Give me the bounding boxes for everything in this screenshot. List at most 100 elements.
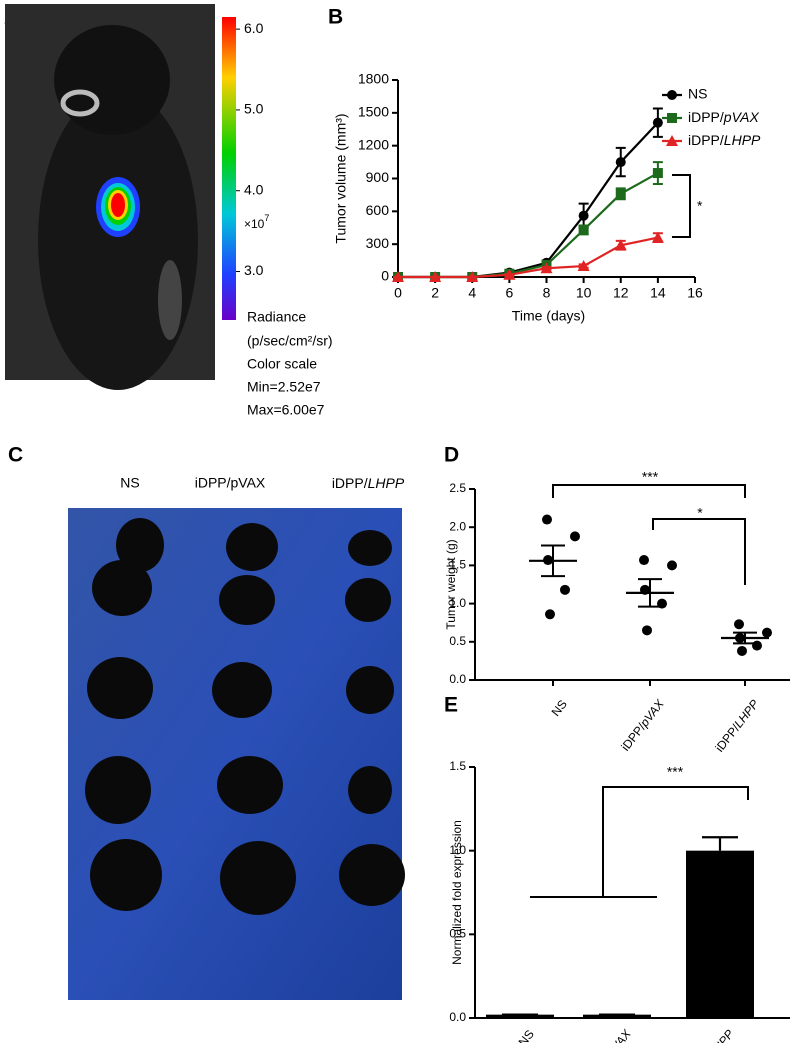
x-tick-label: 4 (468, 285, 476, 301)
legend-text: Radiance (247, 309, 306, 325)
colorbar-tick-label: 6.0 (244, 20, 264, 36)
data-point (667, 560, 677, 571)
x-tick-label: 2 (431, 285, 439, 301)
y-tick-label: 600 (366, 202, 390, 218)
colorbar (222, 17, 236, 320)
marker (578, 224, 589, 235)
error-bar (541, 544, 565, 578)
annotation: * (697, 198, 703, 214)
y-tick-label: 1200 (358, 136, 389, 152)
x-tick-label: iDPP/pVAX (585, 1026, 634, 1043)
bioluminescence-image (5, 4, 215, 390)
y-axis-label: Tumor volume (mm³) (333, 113, 349, 243)
y-tick-label: 300 (366, 235, 390, 251)
marker (540, 262, 553, 274)
panel-label: E (444, 694, 458, 717)
bar (583, 1014, 651, 1018)
y-axis-label: Normalized fold expression (450, 820, 464, 965)
y-tick-label: 2.0 (449, 519, 466, 533)
marker (429, 271, 442, 282)
legend-label: iDPP/pVAX (688, 109, 759, 125)
y-tick-label: 1.5 (449, 558, 466, 572)
column-label: iDPP/LHPP (332, 475, 405, 491)
x-tick-label: 10 (576, 285, 592, 301)
colorbar-tick-label: 5.0 (244, 101, 264, 117)
marker (667, 90, 677, 100)
exponent: 7 (264, 213, 269, 223)
significance-bracket (552, 484, 746, 498)
x-tick-label: 6 (505, 285, 513, 301)
y-tick-label: 2.5 (449, 481, 466, 495)
marker (392, 271, 404, 282)
marker (466, 271, 479, 282)
tumor-photo (68, 508, 405, 1000)
marker (666, 135, 678, 146)
legend-text: (p/sec/cm²/sr) (247, 333, 333, 349)
x-tick-label: NS (549, 697, 570, 719)
legend-text: Min=2.52e7 (247, 379, 321, 395)
error-bar (733, 631, 757, 645)
marker (615, 157, 626, 168)
legend-label: NS (688, 86, 707, 102)
marker (578, 210, 589, 221)
marker (651, 231, 664, 243)
data-point (752, 640, 762, 651)
marker (652, 168, 663, 179)
marker (615, 188, 626, 199)
error-bar (638, 578, 662, 608)
significance-bracket (530, 786, 749, 898)
x-tick-label: iDPP/LHPP (688, 1027, 737, 1043)
y-tick-label: 1800 (358, 71, 389, 87)
y-tick-label: 0.0 (449, 672, 466, 686)
significance-bracket (672, 174, 691, 238)
y-tick-label: 1.5 (449, 759, 466, 773)
y-tick-label: 1.0 (449, 843, 466, 857)
y-tick-label: 1500 (358, 104, 389, 120)
y-tick-label: 0.5 (449, 634, 466, 648)
series-line (398, 236, 659, 279)
legend-text: Max=6.00e7 (247, 402, 325, 418)
data-point (560, 584, 570, 595)
y-tick-label: 0.0 (449, 1010, 466, 1024)
bar (686, 850, 754, 1018)
multiplier: ×10 (244, 217, 265, 231)
data-point (542, 514, 552, 525)
x-tick-label: 8 (543, 285, 551, 301)
panel-label: D (444, 444, 459, 467)
colorbar-tick-label: 3.0 (244, 262, 264, 278)
data-point (737, 645, 747, 656)
significance-bracket (652, 518, 746, 585)
x-tick-label: 12 (613, 285, 629, 301)
x-tick-label: 14 (650, 285, 666, 301)
y-tick-label: 900 (366, 169, 390, 185)
colorbar-tick-label: 4.0 (244, 181, 264, 197)
x-tick-label: NS (516, 1027, 537, 1043)
data-point (545, 609, 555, 620)
marker (503, 268, 516, 280)
x-tick-label: iDPP/LHPP (713, 697, 762, 755)
axis (397, 80, 695, 278)
y-tick-label: 1.0 (449, 596, 466, 610)
data-point (639, 555, 649, 566)
y-tick-label: 0 (381, 268, 389, 284)
y-tick-label: 0.5 (449, 927, 466, 941)
column-label: iDPP/pVAX (195, 475, 266, 491)
marker (577, 260, 590, 272)
colorbar-multiplier: ×107 (244, 213, 269, 231)
marker (652, 117, 663, 128)
x-tick-label: 16 (687, 285, 703, 301)
x-tick-label: iDPP/pVAX (618, 696, 667, 753)
data-point (570, 531, 580, 542)
annotation: *** (667, 764, 684, 780)
bar (486, 1014, 554, 1018)
x-tick-label: 0 (394, 285, 402, 301)
data-point (734, 619, 744, 630)
annotation: * (697, 505, 703, 521)
y-axis-label: Tumor weight (g) (444, 539, 458, 629)
marker (614, 239, 627, 251)
annotation: *** (642, 469, 659, 485)
data-point (642, 625, 652, 636)
marker (667, 113, 677, 123)
column-label: NS (120, 475, 139, 491)
